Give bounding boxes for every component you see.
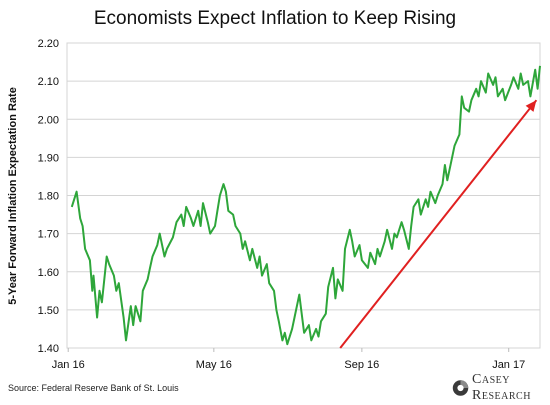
logo-text: Casey Research [472,372,531,403]
gridlines [66,42,541,349]
trend-arrow-head [525,100,537,112]
y-axis-ticks: 1.40 1.50 1.60 1.70 1.80 1.90 2.00 2.10 2.20 [38,38,59,355]
source-note: Source: Federal Reserve Bank of St. Loui… [8,383,179,393]
logo-mark-icon [452,380,469,396]
y-tick-label: 1.60 [38,267,59,279]
x-axis-ticks: Jan 16 May 16 Sep 16 Jan 17 [52,348,525,371]
y-tick-label: 1.80 [38,191,59,203]
x-tick-label: May 16 [196,359,232,371]
trend-arrow-line [339,99,538,349]
x-tick-label: Sep 16 [344,359,379,371]
y-tick-label: 2.00 [38,114,59,126]
series-line [70,65,541,346]
casey-research-logo: Casey Research [452,372,550,403]
y-tick-label: 1.50 [38,305,59,317]
x-tick-label: Jan 16 [52,359,85,371]
y-tick-label: 2.10 [38,76,59,88]
series-group [70,65,541,346]
y-tick-label: 1.90 [38,152,59,164]
x-tick-label: Jan 17 [492,359,525,371]
y-axis-label: 5-Year Forward Inflation Expectation Rat… [7,87,19,305]
y-tick-label: 2.20 [38,38,59,50]
y-tick-label: 1.40 [38,343,59,355]
annotations [339,99,538,349]
chart-title: Economists Expect Inflation to Keep Risi… [93,8,457,29]
y-tick-label: 1.70 [38,229,59,241]
